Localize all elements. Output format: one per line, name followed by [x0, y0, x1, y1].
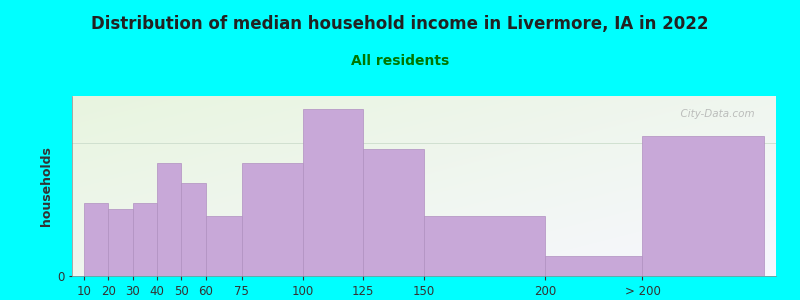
Text: All residents: All residents — [351, 54, 449, 68]
Bar — [424, 216, 546, 276]
Bar — [546, 256, 642, 276]
Bar — [242, 163, 302, 276]
Bar — [302, 109, 363, 276]
Y-axis label: households: households — [40, 146, 53, 226]
Text: Distribution of median household income in Livermore, IA in 2022: Distribution of median household income … — [91, 15, 709, 33]
Bar — [133, 203, 157, 276]
Bar — [109, 209, 133, 276]
Bar — [84, 203, 109, 276]
Bar — [363, 149, 424, 276]
Bar — [206, 216, 242, 276]
Text: City-Data.com: City-Data.com — [674, 109, 755, 118]
Bar — [182, 183, 206, 276]
Bar — [157, 163, 182, 276]
Bar — [642, 136, 764, 276]
